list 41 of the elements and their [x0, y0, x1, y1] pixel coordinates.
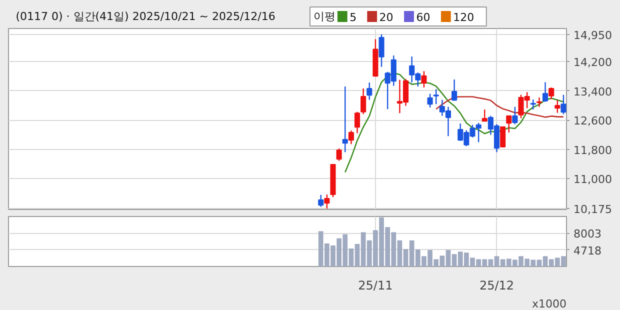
candlestick	[427, 93, 433, 108]
candlestick	[506, 115, 512, 134]
candlestick	[452, 78, 458, 102]
candlestick	[348, 130, 354, 145]
legend-label: 5	[350, 11, 357, 24]
y-tick-label: 11,800	[574, 144, 612, 157]
y-tick-label: 11,000	[574, 172, 612, 186]
candlestick	[530, 98, 536, 110]
candlestick	[318, 194, 324, 208]
text: x1000	[532, 298, 567, 310]
candlestick	[342, 86, 348, 153]
candlestick	[560, 94, 566, 115]
candlestick	[378, 34, 384, 68]
candlestick	[500, 126, 506, 148]
y-tick-label: 13,400	[574, 85, 612, 98]
candlestick	[548, 86, 554, 100]
candlestick	[433, 88, 439, 105]
candlestick	[554, 100, 560, 114]
y-tick-label: 4718	[574, 244, 602, 258]
x-tick-label: 25/11	[358, 278, 393, 292]
candlestick	[421, 70, 427, 88]
candlestick	[336, 148, 342, 162]
x-tick-label: 25/12	[479, 278, 514, 292]
candlestick	[482, 108, 488, 122]
y-tick-label: 8003	[574, 228, 602, 241]
candlestick	[354, 111, 360, 134]
y-tick-label: 14,200	[574, 56, 612, 70]
candlestick	[542, 82, 548, 102]
y-tick-label: 10,175	[574, 203, 612, 216]
candlestick	[536, 96, 542, 108]
y-tick-label: 12,600	[574, 114, 612, 128]
candlestick	[366, 82, 372, 100]
candlestick	[360, 88, 366, 115]
legend-label: 20	[379, 11, 394, 24]
candlestick	[512, 106, 518, 125]
text: (0117 0) · 일간(41일) 2025/10/21 ~ 2025/12/16	[16, 10, 276, 23]
legend-title: 이평	[314, 10, 336, 23]
legend-label: 120	[453, 11, 474, 24]
legend-label: 60	[416, 11, 430, 24]
candlestick	[324, 194, 330, 210]
y-tick-label: 14,950	[574, 28, 612, 42]
